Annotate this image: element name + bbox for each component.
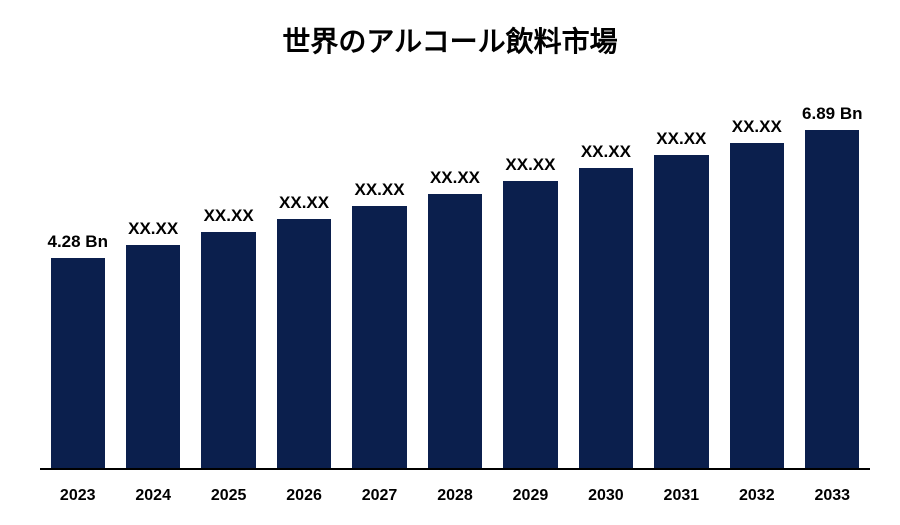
bar bbox=[654, 155, 708, 468]
bar-slot: XX.XX bbox=[644, 95, 719, 468]
bar-slot: XX.XX bbox=[191, 95, 266, 468]
plot-area: 4.28 Bn XX.XX XX.XX XX.XX XX.XX XX.XX XX.XX XX.… bbox=[40, 95, 870, 470]
bar bbox=[126, 245, 180, 468]
bar bbox=[201, 232, 255, 468]
x-axis-label: 2028 bbox=[417, 487, 492, 505]
bar-slot: XX.XX bbox=[493, 95, 568, 468]
x-axis-label: 2027 bbox=[342, 487, 417, 505]
x-axis-label: 2026 bbox=[266, 487, 341, 505]
bar-value-label: 4.28 Bn bbox=[47, 232, 107, 252]
bar-chart: 世界のアルコール飲料市場 4.28 Bn XX.XX XX.XX XX.XX XX.XX… bbox=[0, 0, 900, 525]
bar-slot: XX.XX bbox=[719, 95, 794, 468]
bar-value-label: XX.XX bbox=[279, 193, 329, 213]
bar-slot: XX.XX bbox=[417, 95, 492, 468]
bar-value-label: XX.XX bbox=[204, 206, 254, 226]
x-axis-label: 2033 bbox=[795, 487, 870, 505]
bar-slot: XX.XX bbox=[568, 95, 643, 468]
x-axis-label: 2030 bbox=[568, 487, 643, 505]
bar bbox=[503, 181, 557, 468]
x-axis-labels: 2023202420252026202720282029203020312032… bbox=[40, 487, 870, 505]
bar-value-label: XX.XX bbox=[354, 180, 404, 200]
bar bbox=[352, 206, 406, 468]
bar-value-label: XX.XX bbox=[732, 117, 782, 137]
x-axis-label: 2031 bbox=[644, 487, 719, 505]
bar-value-label: XX.XX bbox=[430, 168, 480, 188]
bar bbox=[730, 143, 784, 468]
bar-value-label: 6.89 Bn bbox=[802, 104, 862, 124]
x-axis-label: 2032 bbox=[719, 487, 794, 505]
bar-slot: XX.XX bbox=[266, 95, 341, 468]
bar bbox=[579, 168, 633, 468]
bar bbox=[277, 219, 331, 468]
bar-value-label: XX.XX bbox=[128, 219, 178, 239]
x-axis-label: 2024 bbox=[115, 487, 190, 505]
bar bbox=[428, 194, 482, 468]
bar bbox=[51, 258, 105, 468]
x-axis-label: 2029 bbox=[493, 487, 568, 505]
bar-slot: XX.XX bbox=[342, 95, 417, 468]
bar bbox=[805, 130, 859, 468]
bar-value-label: XX.XX bbox=[656, 129, 706, 149]
bar-slot: 6.89 Bn bbox=[795, 95, 870, 468]
x-axis-label: 2025 bbox=[191, 487, 266, 505]
x-axis-label: 2023 bbox=[40, 487, 115, 505]
bar-slot: 4.28 Bn bbox=[40, 95, 115, 468]
bar-value-label: XX.XX bbox=[581, 142, 631, 162]
chart-title: 世界のアルコール飲料市場 bbox=[0, 20, 900, 60]
bars-group: 4.28 Bn XX.XX XX.XX XX.XX XX.XX XX.XX XX.XX XX.… bbox=[40, 95, 870, 468]
bar-slot: XX.XX bbox=[115, 95, 190, 468]
bar-value-label: XX.XX bbox=[505, 155, 555, 175]
